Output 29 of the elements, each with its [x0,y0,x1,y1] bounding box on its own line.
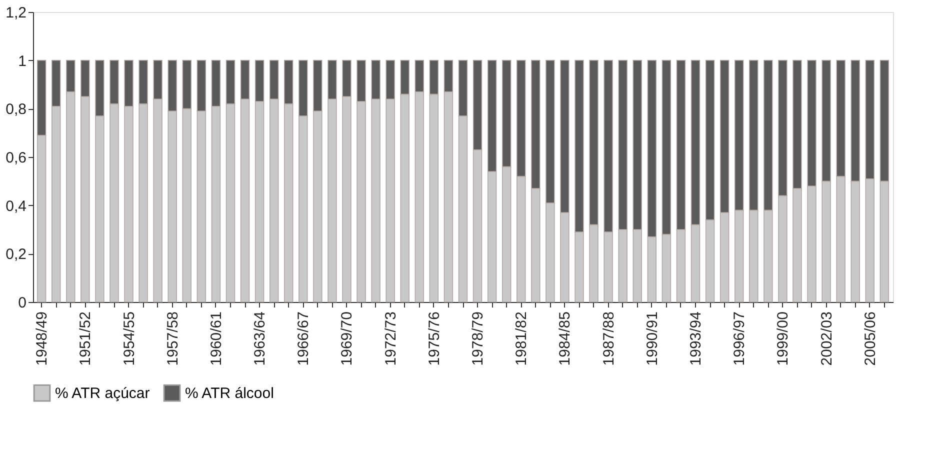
x-tick-label: 2002/03 [818,312,836,366]
x-tick-label: 1984/85 [556,312,574,366]
y-tick-label: 0 [18,294,26,312]
x-tick-label: 1975/76 [426,312,443,366]
y-tick-label: 1,2 [6,4,26,22]
x-tick-label: 1987/88 [600,312,618,366]
y-tick-label: 1 [18,52,26,70]
x-tick-label: 1993/94 [688,312,705,366]
x-tick-label: 1954/55 [120,312,138,366]
x-tick-label: 1972/73 [382,312,400,366]
x-tick-label: 1990/91 [644,312,661,366]
x-tick-label: 1978/79 [470,312,487,366]
y-tick-label: 0,6 [6,150,26,166]
x-tick-label: 1999/00 [774,312,792,366]
x-tick-label: 1996/97 [731,312,748,366]
x-tick-label: 1948/49 [34,312,51,366]
y-tick-label: 0,8 [6,101,26,118]
y-tick-label: 0,4 [6,198,26,215]
legend-label: % ATR açúcar [55,385,150,402]
x-tick-label: 1981/82 [513,312,530,366]
y-tick-label: 0,2 [6,246,26,264]
x-tick-label: 2005/06 [862,312,879,366]
x-tick-label: 1951/52 [77,312,94,366]
x-tick-label: 1966/67 [295,312,312,366]
x-tick-label: 1960/61 [208,312,225,366]
legend-label: % ATR álcool [185,385,274,402]
x-tick-label: 1963/64 [252,312,269,366]
x-tick-label: 1957/58 [164,312,182,366]
x-tick-label: 1969/70 [338,312,356,366]
